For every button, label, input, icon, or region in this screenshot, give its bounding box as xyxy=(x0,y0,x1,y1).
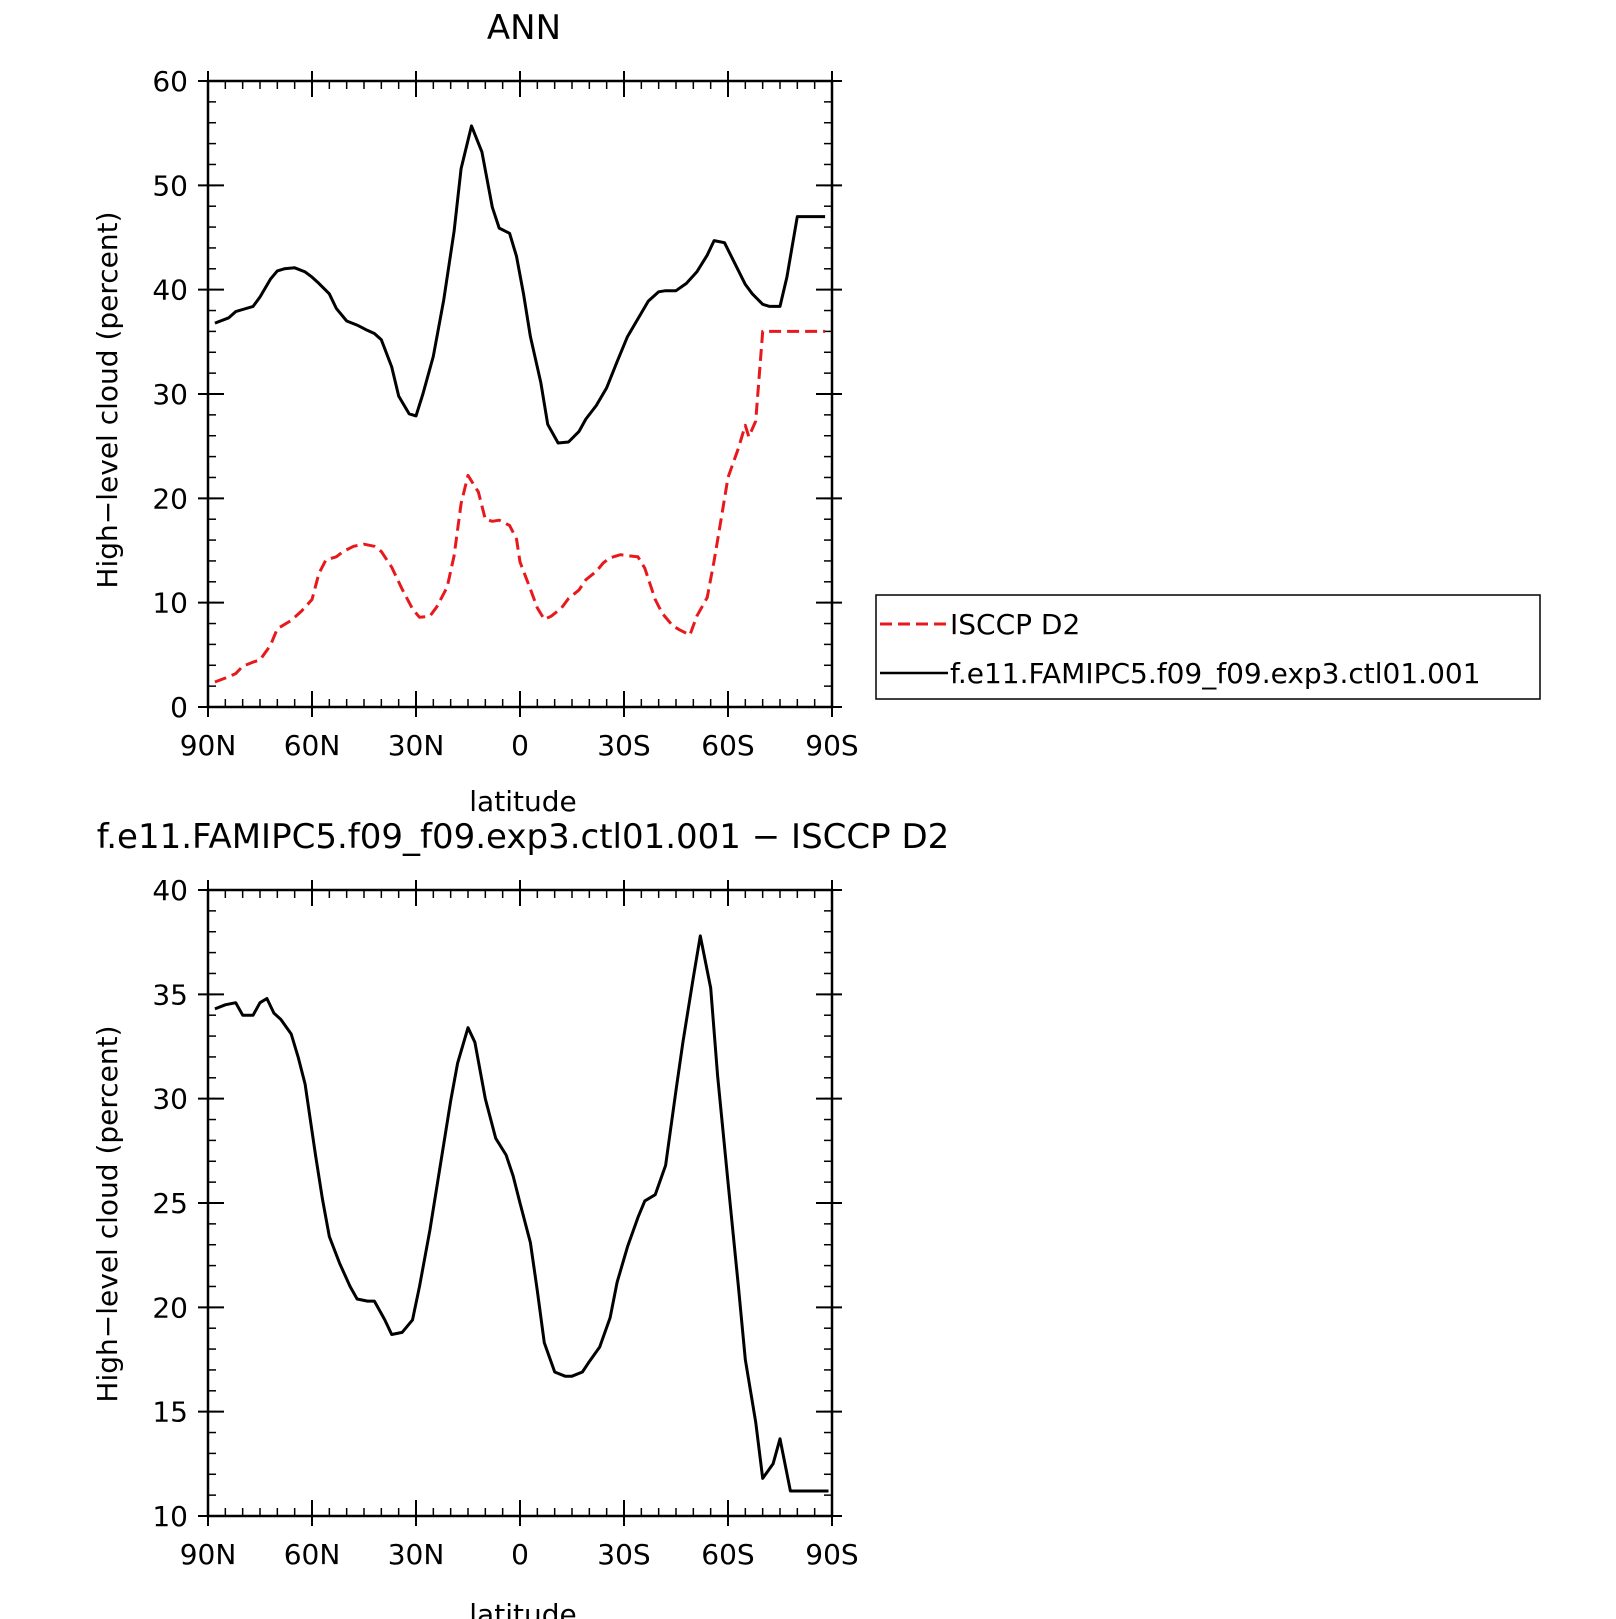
bottom-y-tick-label: 40 xyxy=(152,874,188,907)
bottom-series-line-0 xyxy=(214,934,829,1493)
bottom-x-tick-label: 0 xyxy=(511,1538,529,1571)
bottom-y-tick-label: 15 xyxy=(152,1396,188,1429)
bottom-x-tick-label: 30S xyxy=(597,1538,650,1571)
top-series-line-1 xyxy=(214,124,826,445)
bottom-y-tick-label: 25 xyxy=(152,1187,188,1220)
top-y-tick-label: 0 xyxy=(170,691,188,724)
top-x-tick-label: 30N xyxy=(388,729,445,762)
top-y-tick-label: 60 xyxy=(152,65,188,98)
bottom-axes-frame xyxy=(206,888,834,1518)
bottom-y-tick-label: 35 xyxy=(152,978,188,1011)
bottom-y-tick-label: 20 xyxy=(152,1291,188,1324)
top-plot-area: 90N 60N 30N 0 30S 60S 90S 0 10 20 30 40 50 60 xyxy=(152,65,858,762)
legend-label-model: f.e11.FAMIPC5.f09_f09.exp3.ctl01.001 xyxy=(950,657,1481,690)
bottom-chart-title: f.e11.FAMIPC5.f09_f09.exp3.ctl01.001 − I… xyxy=(97,817,950,857)
top-x-tick-label: 0 xyxy=(511,729,529,762)
top-x-tick-label: 90N xyxy=(180,729,237,762)
bottom-y-tick-label: 10 xyxy=(152,1500,188,1533)
top-y-tick-label: 10 xyxy=(152,587,188,620)
bottom-y-axis-label: High−level cloud (percent) xyxy=(91,1025,124,1402)
chart-top: ANN 90N 60N 30N 0 30S 60S 90S 0 10 20 30 40 50 60 lat… xyxy=(91,8,1541,818)
top-chart-title: ANN xyxy=(487,8,561,48)
legend: ISCCP D2 f.e11.FAMIPC5.f09_f09.exp3.ctl0… xyxy=(875,594,1541,700)
bottom-x-tick-label: 90N xyxy=(180,1538,237,1571)
top-y-tick-label: 30 xyxy=(152,378,188,411)
legend-box xyxy=(875,594,1541,700)
top-x-axis-label: latitude xyxy=(469,785,576,818)
chart-bottom: f.e11.FAMIPC5.f09_f09.exp3.ctl01.001 − I… xyxy=(91,817,949,1619)
top-y-tick-label: 40 xyxy=(152,274,188,307)
top-x-tick-label: 60N xyxy=(284,729,341,762)
top-series-line-0 xyxy=(214,329,826,684)
top-y-tick-label: 50 xyxy=(152,169,188,202)
top-y-tick-label: 20 xyxy=(152,482,188,515)
top-y-axis-label: High−level cloud (percent) xyxy=(91,211,124,588)
top-axes-frame xyxy=(206,79,834,709)
bottom-y-tick-label: 30 xyxy=(152,1083,188,1116)
bottom-x-tick-label: 60S xyxy=(701,1538,754,1571)
bottom-x-tick-label: 90S xyxy=(805,1538,858,1571)
bottom-x-tick-label: 30N xyxy=(388,1538,445,1571)
bottom-x-tick-label: 60N xyxy=(284,1538,341,1571)
top-x-tick-label: 90S xyxy=(805,729,858,762)
bottom-plot-area: 90N 60N 30N 0 30S 60S 90S 10 15 20 25 30 35 40 xyxy=(152,874,858,1571)
legend-label-isccp: ISCCP D2 xyxy=(950,608,1080,641)
top-x-tick-label: 60S xyxy=(701,729,754,762)
bottom-x-axis-label: latitude xyxy=(469,1598,576,1619)
top-x-tick-label: 30S xyxy=(597,729,650,762)
